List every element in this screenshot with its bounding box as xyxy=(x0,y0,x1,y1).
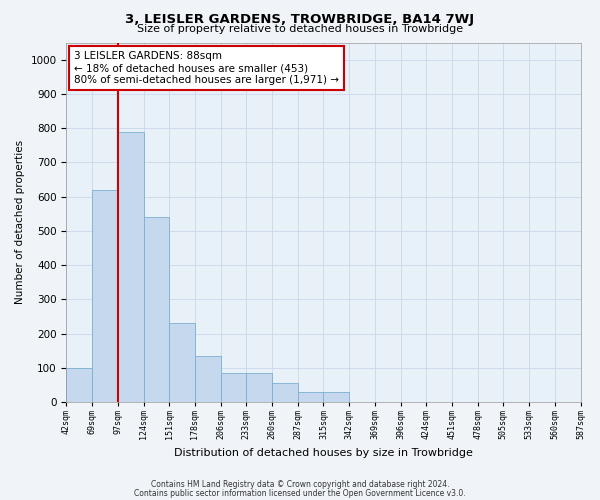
Text: 3 LEISLER GARDENS: 88sqm
← 18% of detached houses are smaller (453)
80% of semi-: 3 LEISLER GARDENS: 88sqm ← 18% of detach… xyxy=(74,52,339,84)
Bar xyxy=(323,392,349,402)
Bar xyxy=(118,132,143,402)
Bar xyxy=(92,190,118,402)
X-axis label: Distribution of detached houses by size in Trowbridge: Distribution of detached houses by size … xyxy=(174,448,473,458)
Bar xyxy=(247,373,272,402)
Bar xyxy=(169,324,195,402)
Text: Contains HM Land Registry data © Crown copyright and database right 2024.: Contains HM Land Registry data © Crown c… xyxy=(151,480,449,489)
Bar xyxy=(143,217,169,402)
Bar xyxy=(67,368,92,402)
Text: Contains public sector information licensed under the Open Government Licence v3: Contains public sector information licen… xyxy=(134,488,466,498)
Bar xyxy=(221,373,247,402)
Bar xyxy=(272,384,298,402)
Bar xyxy=(195,356,221,402)
Y-axis label: Number of detached properties: Number of detached properties xyxy=(15,140,25,304)
Bar xyxy=(298,392,323,402)
Text: 3, LEISLER GARDENS, TROWBRIDGE, BA14 7WJ: 3, LEISLER GARDENS, TROWBRIDGE, BA14 7WJ xyxy=(125,12,475,26)
Text: Size of property relative to detached houses in Trowbridge: Size of property relative to detached ho… xyxy=(137,24,463,34)
